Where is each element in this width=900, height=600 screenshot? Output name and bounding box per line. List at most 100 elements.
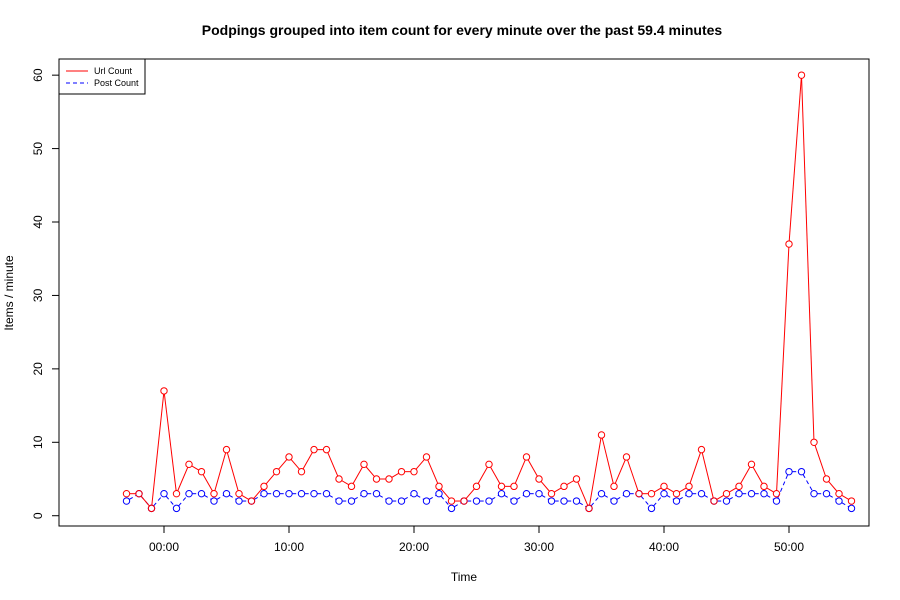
data-point xyxy=(185,460,193,469)
data-point xyxy=(372,475,381,483)
data-point xyxy=(210,497,218,505)
data-point xyxy=(372,489,381,498)
data-point xyxy=(185,489,193,498)
data-point xyxy=(172,489,181,498)
x-axis-title: Time xyxy=(451,570,478,584)
data-point xyxy=(347,497,356,505)
data-point xyxy=(647,504,656,513)
series-line-segment xyxy=(440,495,450,507)
series-line-segment xyxy=(254,494,262,500)
series-line-segment xyxy=(327,452,339,477)
series-line-segment xyxy=(429,494,437,500)
data-point xyxy=(335,497,343,505)
y-tick-label: 20 xyxy=(31,362,45,376)
data-point xyxy=(197,467,206,476)
y-tick-label: 60 xyxy=(31,68,45,82)
series-line-segment xyxy=(202,474,213,492)
series-line-segment xyxy=(516,494,524,500)
data-point xyxy=(122,497,131,505)
data-point xyxy=(797,71,806,79)
series-line-segment xyxy=(214,452,227,491)
series-line-segment xyxy=(716,494,724,500)
data-point xyxy=(622,489,631,498)
series-line-segment xyxy=(604,494,612,500)
series-line-segment xyxy=(829,494,837,500)
series-line-segment xyxy=(802,474,813,492)
data-point xyxy=(747,460,756,469)
data-point xyxy=(222,445,231,454)
data-point xyxy=(497,482,506,491)
series-line-segment xyxy=(616,494,624,500)
data-point xyxy=(160,387,168,395)
data-point xyxy=(322,489,331,498)
legend-label-post-count: Post Count xyxy=(94,78,139,88)
series-line-segment xyxy=(689,452,701,484)
series-line-segment xyxy=(253,488,263,499)
data-point xyxy=(510,482,518,491)
data-point xyxy=(535,475,543,483)
series-line-segment xyxy=(427,459,439,484)
data-point xyxy=(760,489,768,498)
series-line-segment xyxy=(265,473,275,485)
data-point xyxy=(560,482,568,491)
series-line-segment xyxy=(841,502,849,508)
series-url-count xyxy=(122,71,856,513)
series-line-segment xyxy=(514,459,526,484)
series-line-segment xyxy=(391,472,399,478)
series-line-segment xyxy=(226,452,239,491)
data-point xyxy=(647,489,656,498)
data-point xyxy=(422,453,431,461)
data-point xyxy=(785,240,793,248)
series-line-segment xyxy=(204,494,212,500)
data-point xyxy=(760,482,768,491)
x-axis: 00:00 10:00 20:00 30:00 40:00 50:00 xyxy=(149,525,804,554)
series-line-segment xyxy=(302,452,313,470)
data-point xyxy=(610,497,618,505)
series-line-segment xyxy=(140,495,150,507)
data-point xyxy=(297,467,306,476)
data-point xyxy=(685,482,693,491)
data-point xyxy=(560,497,568,505)
data-point xyxy=(810,438,818,446)
data-point xyxy=(310,489,318,498)
data-point xyxy=(247,497,256,505)
series-line-segment xyxy=(163,394,177,491)
data-point xyxy=(547,489,556,498)
data-point xyxy=(735,482,743,491)
data-point xyxy=(235,489,243,498)
series-line-segment xyxy=(504,494,512,500)
y-tick-label: 10 xyxy=(31,435,45,449)
y-tick-label: 40 xyxy=(31,215,45,229)
data-point xyxy=(472,497,481,505)
series-line-segment xyxy=(776,247,790,491)
series-line-segment xyxy=(415,459,425,470)
series-line-segment xyxy=(216,494,224,500)
data-point xyxy=(160,489,168,498)
series-layer xyxy=(122,71,856,513)
data-point xyxy=(260,482,268,491)
series-line-segment xyxy=(541,494,549,500)
legend-box xyxy=(58,58,146,95)
series-line-segment xyxy=(666,487,674,493)
data-point xyxy=(360,460,368,469)
data-point xyxy=(722,497,731,505)
data-point xyxy=(597,489,606,498)
data-point xyxy=(397,467,406,476)
series-line-segment xyxy=(627,459,639,491)
series-line-segment xyxy=(601,437,614,484)
data-point xyxy=(597,431,606,439)
series-line-segment xyxy=(491,494,499,500)
data-point xyxy=(472,482,481,491)
series-line-segment xyxy=(614,459,626,484)
series-line-segment xyxy=(579,502,587,508)
data-point xyxy=(797,467,806,476)
series-line-segment xyxy=(729,487,737,493)
y-tick-label: 50 xyxy=(31,142,45,156)
series-line-segment xyxy=(701,452,714,499)
series-line-segment xyxy=(290,459,300,470)
data-point xyxy=(285,489,293,498)
series-line-segment xyxy=(640,495,650,507)
legend: Url Count Post Count xyxy=(58,58,146,95)
legend-label-url-count: Url Count xyxy=(94,66,133,76)
series-line-segment xyxy=(465,488,475,499)
